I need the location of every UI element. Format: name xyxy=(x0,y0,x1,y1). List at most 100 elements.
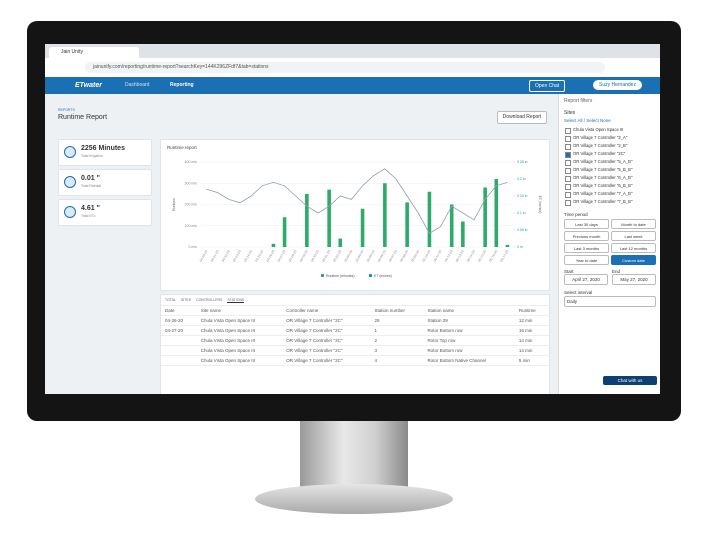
table-cell: Rotor Bottom Native Channel xyxy=(423,355,515,366)
y2-tick-label: 0.05 in xyxy=(517,228,528,232)
site-option[interactable]: Chula Vista Open Space III xyxy=(565,126,660,134)
site-name: OR Village 7 Controller "5_A_B" xyxy=(573,159,633,164)
stat-icon xyxy=(64,146,76,158)
bar xyxy=(360,208,365,247)
period-button[interactable]: Last 3 months xyxy=(564,243,609,253)
table-cell: 2 xyxy=(370,335,424,346)
et-line xyxy=(206,168,508,234)
browser-tab[interactable]: Jain Unity xyxy=(49,47,139,58)
sidebar-title: Report filters xyxy=(564,98,593,104)
page-title: Runtime Report xyxy=(58,114,108,121)
x-tick-label: 05-12-20 xyxy=(444,249,454,262)
table-cell: 3 xyxy=(370,345,424,356)
period-button[interactable]: Month to date xyxy=(611,219,656,229)
table-cell: 1 xyxy=(370,325,424,336)
column-header: Station number xyxy=(370,306,424,316)
site-option[interactable]: OR Village 7 Controller "6_A_B" xyxy=(565,174,660,182)
start-label: Start xyxy=(564,269,574,274)
period-button[interactable]: Last week xyxy=(611,231,656,241)
legend-label: Runtime (minutes) xyxy=(326,274,355,278)
x-tick-label: 05-05-20 xyxy=(366,249,376,262)
end-date[interactable]: May 27, 2020 xyxy=(612,274,656,285)
checkbox xyxy=(565,184,571,190)
nav-link[interactable]: Dashboard xyxy=(125,82,150,88)
checkbox xyxy=(565,200,571,206)
bar xyxy=(338,238,343,247)
chart: Runtime report 0 min 100 min 200 min 300 min… xyxy=(167,145,542,278)
x-tick-label: 04-24-20 xyxy=(243,249,253,262)
start-date[interactable]: April 27, 2020 xyxy=(564,274,608,285)
period-button[interactable]: Last 30 days xyxy=(564,219,609,229)
site-option[interactable]: OR Village 7 Controller "5_B_B" xyxy=(565,166,660,174)
checkbox xyxy=(565,152,571,158)
table-cell xyxy=(161,355,197,366)
stat-icon xyxy=(64,176,76,188)
period-button[interactable]: Custom date xyxy=(611,255,656,265)
site-option[interactable]: OR Village 7 Controller "7_A_B" xyxy=(565,190,660,198)
stat-card: 2256 Minutes Total Irrigation xyxy=(58,139,152,166)
y2-tick-label: 0.25 in xyxy=(517,160,528,164)
x-tick-label: 05-02-20 xyxy=(332,249,342,262)
bar xyxy=(271,243,276,247)
table-tab[interactable]: SITES xyxy=(180,298,192,302)
x-tick-label: 04-29-20 xyxy=(299,249,309,262)
x-tick-label: 04-21-20 xyxy=(210,249,220,262)
table-cell: 04-26-20 xyxy=(161,315,197,326)
checkbox xyxy=(565,128,571,134)
site-name: OR Village 7 Controller "6_A_B" xyxy=(573,175,633,180)
period-button[interactable]: Year to date xyxy=(564,255,609,265)
interval-select[interactable]: Daily xyxy=(564,296,656,307)
table-tab[interactable]: CONTROLLERS xyxy=(196,298,223,302)
y2-tick-label: 0 in xyxy=(517,245,523,249)
nav-link[interactable]: Reporting xyxy=(170,82,194,88)
table-row: Chula Vista Open Space III OR Village 7 C… xyxy=(161,355,549,366)
monitor-base xyxy=(255,484,453,514)
legend-label: ET (inches) xyxy=(374,274,392,278)
checkbox xyxy=(565,136,571,142)
table-cell xyxy=(161,345,197,356)
x-tick-label: 05-17-20 xyxy=(499,249,509,262)
bar xyxy=(282,217,287,247)
y-tick-label: 200 min xyxy=(185,203,198,207)
chat-button[interactable]: Chat with us xyxy=(603,376,657,385)
table-cell: OR Village 7 Controller "2C" xyxy=(282,345,371,356)
legend-swatch xyxy=(321,274,324,277)
table-cell: OR Village 7 Controller "2C" xyxy=(282,355,371,366)
chart-title: Runtime report xyxy=(167,145,198,150)
site-option[interactable]: OR Village 7 Controller "7_B_B" xyxy=(565,198,660,206)
table-cell: Rotor Bottom row xyxy=(423,345,515,356)
period-button[interactable]: Last 12 months xyxy=(611,243,656,253)
table-cell: 16 min xyxy=(514,325,549,336)
table-cell: OR Village 7 Controller "2C" xyxy=(282,315,371,326)
select-all[interactable]: Select All / Select None xyxy=(564,118,611,123)
sites-label: Sites xyxy=(564,110,576,116)
x-tick-label: 05-08-20 xyxy=(399,249,409,262)
y2-tick-label: 0.2 in xyxy=(517,177,526,181)
x-tick-label: 04-28-20 xyxy=(288,249,298,262)
download-button[interactable]: Download Report xyxy=(497,111,547,124)
site-option[interactable]: OR Village 7 Controller "6_B_B" xyxy=(565,182,660,190)
bar xyxy=(505,244,510,247)
table-cell: 5 min xyxy=(514,355,549,366)
table-cell: 4 xyxy=(370,355,424,366)
table-tabs: TOTAL SITES CONTROLLERS STATIONS xyxy=(161,295,549,306)
table-tab[interactable]: TOTAL xyxy=(165,298,176,302)
column-header: Runtime xyxy=(514,306,549,316)
checkbox xyxy=(565,192,571,198)
checkbox xyxy=(565,168,571,174)
x-tick-label: 05-16-20 xyxy=(488,249,498,262)
interval-label: Select interval xyxy=(564,290,593,295)
open-chat-button[interactable]: Open Chat xyxy=(529,80,566,92)
x-tick-label: 04-25-20 xyxy=(254,249,264,262)
table-tab[interactable]: STATIONS xyxy=(227,298,245,303)
site-name: OR Village 7 Controller "2_A" xyxy=(573,135,628,140)
site-option[interactable]: OR Village 7 Controller "2C" xyxy=(565,150,660,158)
period-button[interactable]: Previous month xyxy=(564,231,609,241)
url[interactable]: jainunify.com/reporting/runtime-report?s… xyxy=(85,62,605,73)
site-option[interactable]: OR Village 7 Controller "2_A" xyxy=(565,134,660,142)
site-option[interactable]: OR Village 7 Controller "2_B" xyxy=(565,142,660,150)
site-option[interactable]: OR Village 7 Controller "5_A_B" xyxy=(565,158,660,166)
user-menu[interactable]: Suzy Hernandez xyxy=(593,80,642,90)
y2-axis-label: ET (inches) xyxy=(538,196,542,214)
